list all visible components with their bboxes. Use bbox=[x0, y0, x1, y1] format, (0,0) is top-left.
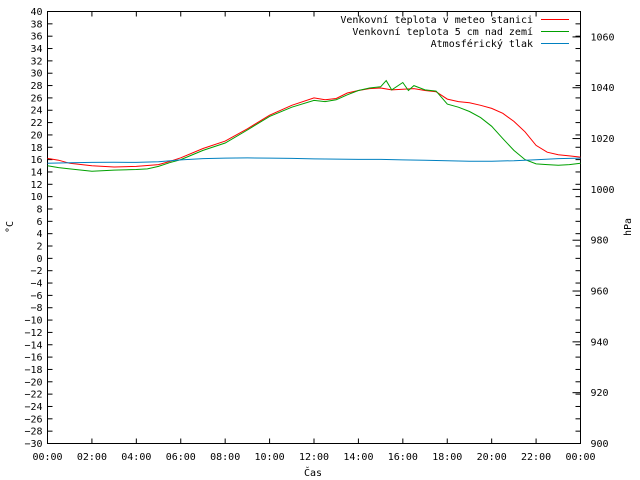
legend-label: Atmosférický tlak bbox=[431, 38, 533, 50]
y-tick-label: 2 bbox=[36, 242, 42, 253]
series-line-2 bbox=[47, 79, 581, 172]
legend: Venkovní teplota v meteo staniciVenkovní… bbox=[340, 14, 569, 50]
y-tick-label: −24 bbox=[24, 402, 42, 413]
x-axis: 00:00 02:00 04:00 06:00 08:00 10:00 12:00 14:00… bbox=[32, 11, 596, 463]
y-tick-label: 12 bbox=[30, 180, 42, 191]
y-axis-label: °C bbox=[5, 221, 16, 233]
y-axis: −30−28−26−24−22−20−18−16−14−12−10−8−6−4−… bbox=[24, 7, 581, 450]
y2-tick-label: 1060 bbox=[591, 32, 615, 43]
series-lines bbox=[47, 79, 581, 172]
y-tick-label: −2 bbox=[30, 266, 42, 277]
y-tick-label: −28 bbox=[24, 427, 42, 438]
x-tick-label: 18:00 bbox=[432, 452, 462, 463]
legend-label: Venkovní teplota v meteo stanici bbox=[340, 14, 533, 26]
y2-tick-label: 920 bbox=[591, 388, 609, 399]
y-tick-label: −14 bbox=[24, 340, 42, 351]
y-tick-label: 18 bbox=[30, 143, 42, 154]
y2-tick-label: 900 bbox=[591, 439, 609, 450]
y-tick-label: 36 bbox=[30, 32, 42, 43]
x-tick-label: 00:00 bbox=[32, 452, 62, 463]
x-tick-label: 12:00 bbox=[299, 452, 329, 463]
y2-tick-label: 1040 bbox=[591, 83, 615, 94]
y2-tick-label: 1000 bbox=[591, 185, 615, 196]
y-tick-label: −6 bbox=[30, 291, 42, 302]
y2-tick-label: 960 bbox=[591, 287, 609, 298]
y2-axis-label: hPa bbox=[623, 218, 634, 236]
y-tick-label: 22 bbox=[30, 118, 42, 129]
y2-tick-label: 1020 bbox=[591, 134, 615, 145]
y-tick-label: 4 bbox=[36, 229, 42, 240]
x-axis-label: Čas bbox=[304, 466, 322, 479]
y2-tick-label: 940 bbox=[591, 337, 609, 348]
legend-label: Venkovní teplota 5 cm nad zemí bbox=[352, 26, 533, 38]
series-line-1 bbox=[47, 87, 581, 168]
y-tick-label: 20 bbox=[30, 130, 42, 141]
plot-frame bbox=[47, 11, 581, 444]
y-tick-label: 30 bbox=[30, 69, 42, 80]
y-tick-label: 0 bbox=[36, 254, 42, 265]
y-tick-label: 34 bbox=[30, 44, 42, 55]
y2-tick-label: 980 bbox=[591, 236, 609, 247]
x-tick-label: 08:00 bbox=[210, 452, 240, 463]
x-tick-label: 04:00 bbox=[121, 452, 151, 463]
y-tick-label: −12 bbox=[24, 328, 42, 339]
y-tick-label: −26 bbox=[24, 414, 42, 425]
y-tick-label: 40 bbox=[30, 7, 42, 18]
y-tick-label: −18 bbox=[24, 365, 42, 376]
y-tick-label: −10 bbox=[24, 316, 42, 327]
y-tick-label: −22 bbox=[24, 390, 42, 401]
y-tick-label: 8 bbox=[36, 204, 42, 215]
x-tick-label: 14:00 bbox=[343, 452, 373, 463]
x-tick-label: 10:00 bbox=[255, 452, 285, 463]
y-tick-label: −20 bbox=[24, 377, 42, 388]
series-line-3 bbox=[47, 157, 581, 164]
y-tick-label: −4 bbox=[30, 279, 42, 290]
y-tick-label: 6 bbox=[36, 217, 42, 228]
y-tick-label: −30 bbox=[24, 439, 42, 450]
y2-axis: 900 920 940 960 980 1000 1020 1040 1060 bbox=[572, 32, 615, 450]
x-tick-label: 06:00 bbox=[166, 452, 196, 463]
x-tick-label: 00:00 bbox=[565, 452, 595, 463]
y-tick-label: 28 bbox=[30, 81, 42, 92]
y-tick-label: 14 bbox=[30, 167, 42, 178]
x-tick-label: 20:00 bbox=[477, 452, 507, 463]
y-tick-label: 24 bbox=[30, 106, 42, 117]
y-tick-label: 10 bbox=[30, 192, 42, 203]
y-tick-label: −16 bbox=[24, 353, 42, 364]
x-tick-label: 02:00 bbox=[77, 452, 107, 463]
y-tick-label: 32 bbox=[30, 56, 42, 67]
y-tick-label: 38 bbox=[30, 19, 42, 30]
y-tick-label: 16 bbox=[30, 155, 42, 166]
y-tick-label: 26 bbox=[30, 93, 42, 104]
x-tick-label: 16:00 bbox=[388, 452, 418, 463]
y-tick-label: −8 bbox=[30, 303, 42, 314]
x-tick-label: 22:00 bbox=[521, 452, 551, 463]
